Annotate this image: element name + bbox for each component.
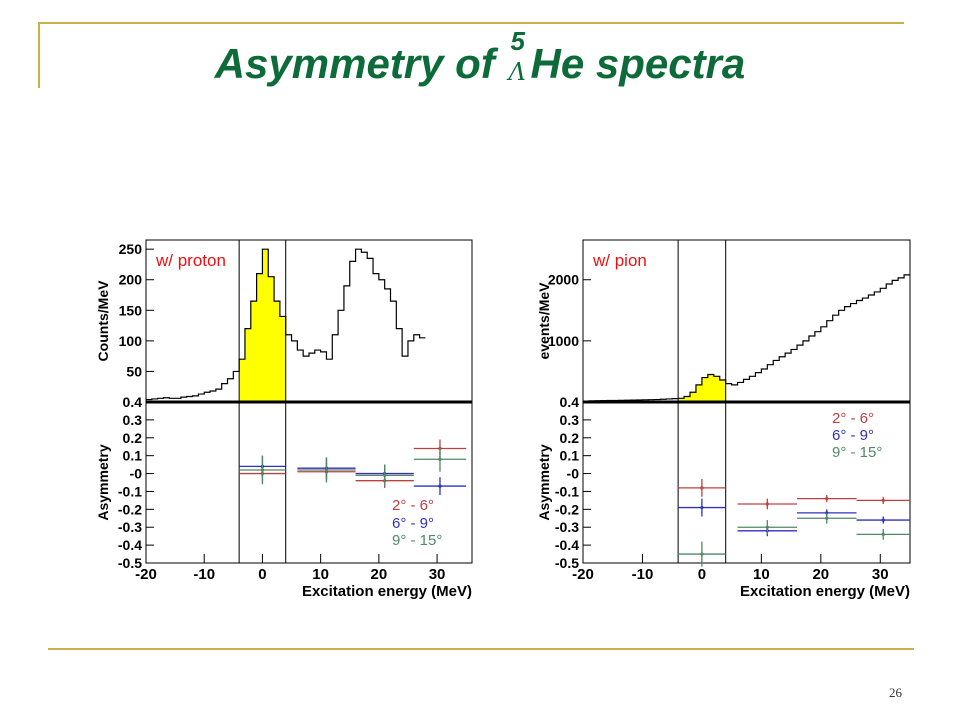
panel-1-xtick-label: 10 (312, 566, 329, 583)
panel-1-spectrum-ytick-label: 200 (119, 272, 143, 288)
panel-2-asym-ytick-label: -0.5 (555, 555, 579, 571)
panel-1-xtick-label: 0 (258, 566, 266, 583)
panel-2-legend-entry-2: 6° - 9° (832, 427, 874, 444)
panel-2-series-3-point (765, 525, 769, 529)
panel-1-series-3-point (260, 468, 265, 472)
title-text-after: He spectra (530, 40, 746, 87)
panel-1-spectrum-ylabel: Counts/MeV (95, 280, 111, 362)
panel-2-xtick-label: -10 (632, 566, 654, 583)
panel-2-asym-ytick-label: 0.2 (560, 430, 580, 446)
panel-1-spectrum-ytick-label: 100 (119, 333, 143, 349)
panel-2-xtick-label: 10 (753, 566, 770, 583)
panel-1-legend-entry-3: 9° - 15° (392, 532, 442, 549)
top-rule (38, 22, 904, 24)
panel-1-asym-ytick-label: 0.1 (123, 448, 143, 464)
panel-2-series-3-point (825, 516, 829, 520)
panel-1-legend-entry-2: 6° - 9° (392, 515, 434, 532)
lambda-subscript: Λ (508, 58, 526, 86)
panel-2-asym-ytick-label: -0.2 (555, 501, 579, 517)
panel-2-series-3-point (881, 532, 885, 536)
panel-2-asym-ylabel: Asymmetry (536, 444, 552, 520)
panel-2-xtick-label: 30 (872, 566, 889, 583)
panel-1-asym-ytick-label: -0 (130, 466, 143, 482)
panel-1-asym-ytick-label: -0.2 (118, 501, 142, 517)
panel-2-asym-ytick-label: -0.4 (555, 537, 579, 553)
panel-2-series-3-point (700, 552, 704, 556)
panel-2-series-2-point (881, 518, 885, 522)
panel-2-asym-ytick-label: -0.1 (555, 483, 579, 499)
panel-2-asym-ytick-label: 0.3 (560, 412, 580, 428)
panel-2-xtick-label: -20 (572, 566, 594, 583)
panel-2-series-1-point (825, 497, 829, 501)
panel-2-spectrum-ytick-label: 2000 (548, 272, 579, 288)
panel-2-asym-ytick-label: -0 (567, 466, 580, 482)
panel-2-xtick-label: 0 (698, 566, 706, 583)
left-rule (38, 22, 40, 88)
panel-1-legend-entry-1: 2° - 6° (392, 497, 434, 514)
panel-1-asym-ytick-label: -0.3 (118, 519, 142, 535)
bottom-rule (48, 648, 914, 650)
panel-2-annotation: w/ pion (592, 251, 647, 270)
mass-number: 5 (510, 26, 525, 56)
panel-1-spectrum-ytick-label: 50 (126, 363, 142, 379)
panel-1-series-3-point (324, 468, 329, 472)
panel-1-asym-ytick-label: -0.1 (118, 483, 142, 499)
panel-1-asym-ytick-label: -0.4 (118, 537, 142, 553)
panel-1-series-3-point (383, 473, 387, 477)
panel-1-asym-ytick-label: 0.3 (123, 412, 143, 428)
panel-2-legend-entry-1: 2° - 6° (832, 410, 874, 427)
panel-2-asym-ytick-label: 0.1 (560, 448, 580, 464)
panel-1-xtick-label: 20 (371, 566, 388, 583)
panel-2-legend-entry-3: 9° - 15° (832, 444, 882, 461)
panel-1-asym-ylabel: Asymmetry (95, 444, 111, 520)
panel-2-asym-ytick-label: -0.3 (555, 519, 579, 535)
panel-1-xtick-label: -20 (135, 566, 157, 583)
panel-2-series-1-point (700, 486, 704, 490)
slide-title: Asymmetry of 5 Λ He spectra (0, 26, 960, 88)
panel-1-spectrum-ytick-label: 150 (119, 302, 143, 318)
panel-2-series-1-point (765, 502, 769, 506)
panel-1-annotation: w/ proton (155, 251, 226, 270)
panel-1-asym-ytick-label: -0.5 (118, 555, 142, 571)
panel-1-spectrum-ytick-label: 250 (119, 241, 143, 257)
title-text-before: Asymmetry of (214, 40, 507, 87)
panel-2-histogram-line (583, 274, 910, 402)
panel-2-xtick-label: 20 (812, 566, 829, 583)
panel-1-xlabel: Excitation energy (MeV) (302, 583, 472, 600)
panel-2-spectrum-ytick-label: 1000 (548, 333, 579, 349)
panel-1-series-3-point (438, 457, 442, 461)
panel-1-asym-ytick-label: 0.4 (123, 394, 143, 410)
page-number: 26 (889, 685, 902, 700)
panel-2-series-1-point (881, 498, 885, 502)
panel-1-xtick-label: -10 (193, 566, 215, 583)
panel-1-asym-ytick-label: 0.2 (123, 430, 143, 446)
panel-1-series-2-point (438, 484, 442, 488)
panel-2-series-2-point (700, 505, 704, 510)
panel-1-xtick-label: 30 (429, 566, 446, 583)
panel-2-spectrum-ylabel: events/MeV (536, 282, 552, 360)
panel-2-xlabel: Excitation energy (MeV) (740, 583, 910, 600)
panel-2-asym-ytick-label: 0.4 (560, 394, 580, 410)
